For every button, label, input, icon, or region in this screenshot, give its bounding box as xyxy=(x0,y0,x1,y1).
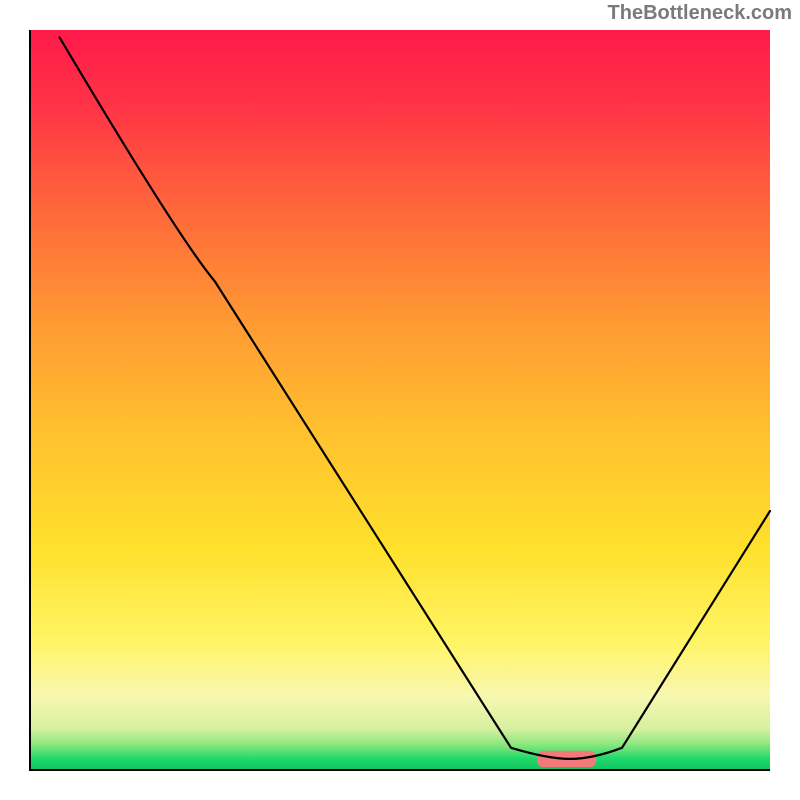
bottleneck-chart xyxy=(0,0,800,800)
chart-container: TheBottleneck.com xyxy=(0,0,800,800)
plot-background xyxy=(30,30,770,770)
watermark-text: TheBottleneck.com xyxy=(608,2,792,25)
